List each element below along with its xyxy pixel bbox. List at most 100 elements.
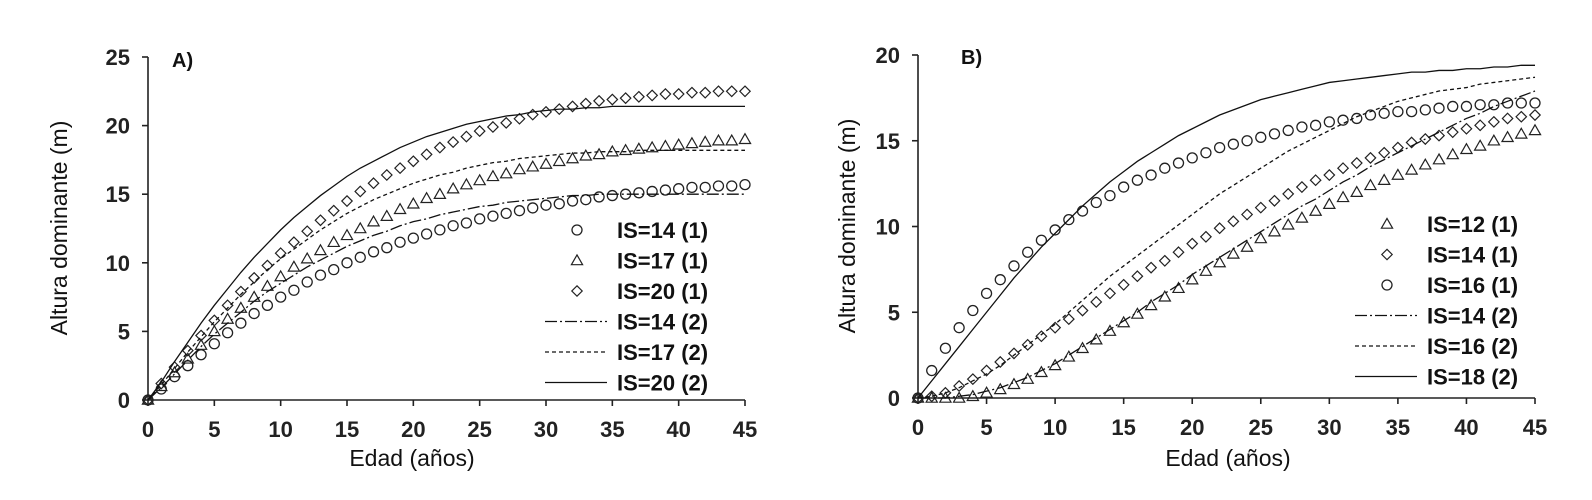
- data-point: [1392, 105, 1404, 118]
- legend-marker-swatch: [1381, 279, 1393, 291]
- data-point: [711, 133, 726, 146]
- data-point: [1185, 272, 1199, 285]
- data-point: [552, 154, 566, 167]
- data-point: [1364, 109, 1377, 121]
- data-point: [1145, 261, 1158, 274]
- data-point: [939, 342, 952, 354]
- data-point: [1488, 99, 1500, 111]
- x-tick-label: 35: [600, 417, 624, 442]
- data-point: [1473, 139, 1487, 151]
- data-point: [966, 373, 979, 386]
- data-point: [1432, 152, 1446, 165]
- data-point: [1295, 181, 1308, 194]
- data-point: [486, 169, 500, 182]
- y-tick-label: 25: [106, 45, 130, 70]
- x-tick-label: 25: [467, 417, 491, 442]
- data-point: [618, 143, 633, 156]
- y-tick-label: 10: [106, 251, 130, 276]
- data-point: [1295, 211, 1309, 223]
- data-point: [1035, 234, 1048, 246]
- x-tick-label: 10: [1043, 415, 1067, 440]
- data-point: [1446, 147, 1460, 160]
- data-point: [1391, 168, 1405, 180]
- data-point: [341, 257, 353, 269]
- data-point: [1213, 255, 1227, 268]
- data-point: [419, 191, 434, 204]
- data-point: [1022, 246, 1034, 258]
- data-point: [553, 198, 565, 210]
- y-axis-label: Altura dominante (m): [46, 121, 72, 336]
- data-point: [1241, 208, 1254, 221]
- data-point: [380, 168, 393, 182]
- legend-item-is-14-1: IS=14 (1): [571, 218, 708, 243]
- data-point: [287, 236, 300, 249]
- data-point: [168, 361, 181, 374]
- data-point: [1062, 313, 1075, 326]
- data-point: [354, 185, 367, 198]
- data-point: [353, 221, 367, 234]
- data-point: [1226, 247, 1240, 259]
- data-point: [1130, 307, 1145, 319]
- data-point: [672, 137, 686, 150]
- legend-item-is-18-2: IS=18 (2): [1355, 365, 1518, 390]
- data-point: [407, 155, 420, 168]
- data-point: [1474, 99, 1486, 111]
- series-is-18-2: [917, 64, 1535, 399]
- data-point: [274, 269, 288, 282]
- data-point: [994, 355, 1007, 369]
- y-tick-label: 15: [106, 182, 130, 207]
- data-point: [1322, 197, 1336, 210]
- data-point: [980, 364, 993, 377]
- data-point: [952, 391, 966, 403]
- data-point: [1363, 178, 1378, 191]
- data-point: [1296, 121, 1308, 133]
- data-point: [420, 148, 433, 161]
- data-point: [592, 147, 606, 160]
- data-point: [1377, 173, 1391, 185]
- data-point: [1007, 347, 1021, 360]
- data-point: [672, 87, 685, 101]
- data-point: [658, 139, 673, 151]
- data-point: [1171, 281, 1186, 294]
- data-point: [1131, 270, 1144, 283]
- data-point: [699, 181, 711, 193]
- data-point: [513, 112, 526, 125]
- legend-item-is-20-2: IS=20 (2): [545, 371, 708, 396]
- data-point: [1172, 246, 1185, 259]
- data-point: [407, 232, 419, 244]
- data-point: [1172, 157, 1185, 169]
- x-tick-label: 0: [912, 415, 924, 440]
- panel-label: A): [172, 50, 193, 72]
- data-point: [433, 187, 447, 199]
- data-point: [539, 157, 553, 169]
- data-point: [1117, 278, 1130, 291]
- data-point: [1459, 142, 1474, 155]
- series-is-17-2: [147, 149, 745, 401]
- data-point: [195, 349, 207, 361]
- y-tick-label: 15: [876, 129, 900, 154]
- data-point: [1090, 295, 1103, 309]
- x-tick-label: 0: [142, 417, 154, 442]
- y-tick-label: 20: [876, 43, 900, 68]
- data-point: [1103, 287, 1117, 300]
- data-point: [300, 251, 314, 264]
- data-point: [725, 133, 739, 146]
- series-is-20-1: [141, 85, 752, 407]
- x-tick-label: 20: [1180, 415, 1204, 440]
- legend-label: IS=14 (1): [1427, 243, 1518, 268]
- data-point: [182, 360, 194, 372]
- data-point: [512, 162, 527, 175]
- data-point: [314, 214, 327, 227]
- data-point: [699, 86, 712, 99]
- y-axis-label: Altura dominante (m): [834, 119, 860, 334]
- data-point: [1405, 105, 1418, 118]
- data-point: [234, 301, 248, 313]
- y-tick-label: 20: [106, 114, 130, 139]
- data-point: [593, 94, 606, 107]
- data-point: [394, 162, 407, 175]
- data-point: [447, 220, 459, 232]
- legend-label: IS=20 (1): [617, 279, 708, 304]
- data-point: [606, 189, 618, 202]
- data-point: [1268, 128, 1281, 140]
- data-point: [606, 93, 619, 106]
